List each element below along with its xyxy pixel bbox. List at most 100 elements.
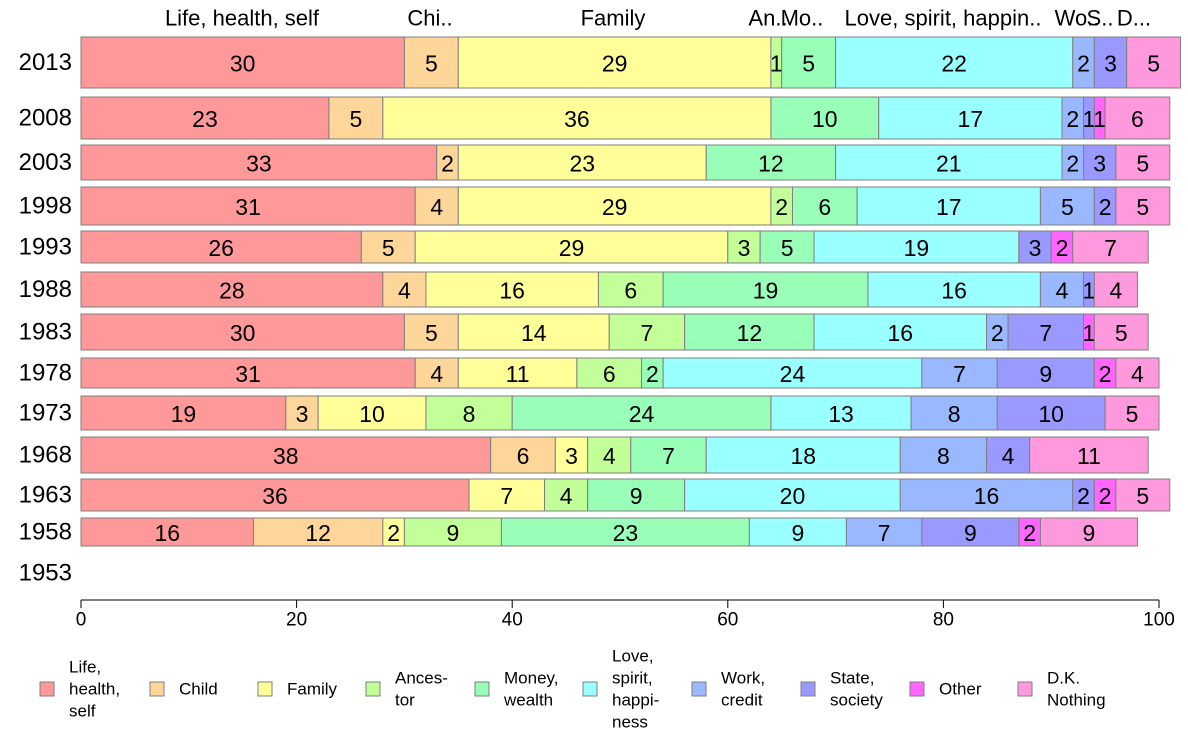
data-label: 16	[887, 320, 913, 346]
bar-segment	[835, 144, 1063, 181]
data-label: 6	[624, 278, 637, 304]
legend-swatch	[474, 681, 490, 697]
data-label: 7	[662, 443, 675, 469]
category-label: 2003	[19, 149, 72, 176]
x-tick-label: 80	[933, 610, 954, 631]
data-label: 9	[791, 520, 804, 546]
bar-segment	[878, 96, 1063, 140]
bar-segment	[1029, 436, 1149, 474]
top-series-label: Mo..	[781, 6, 824, 31]
x-tick-label: 40	[502, 610, 523, 631]
data-label: 2	[1066, 151, 1079, 177]
bar-segment	[403, 36, 459, 89]
data-label: 10	[359, 401, 385, 427]
legend-label: Work,	[721, 669, 765, 688]
data-label: 7	[641, 320, 654, 346]
bar-segment	[317, 395, 427, 431]
data-label: 3	[296, 401, 309, 427]
data-label: 20	[780, 483, 806, 509]
category-label: 1958	[19, 519, 72, 546]
x-tick-label: 20	[286, 610, 307, 631]
bar-segment	[727, 230, 761, 264]
data-label: 14	[521, 320, 547, 346]
data-label: 7	[500, 483, 513, 509]
data-label: 5	[1147, 51, 1160, 77]
bar-segment	[490, 436, 556, 474]
data-label: 2	[441, 151, 454, 177]
category-label: 1968	[19, 442, 72, 469]
data-label: 19	[904, 235, 930, 261]
data-label: 4	[1056, 278, 1069, 304]
legend-label: Nothing	[1047, 691, 1106, 710]
data-label: 2	[1077, 483, 1090, 509]
bar-segment	[1115, 144, 1171, 181]
legend-swatch	[582, 681, 598, 697]
bar-segment	[1007, 313, 1085, 351]
bar-segment	[813, 230, 1020, 264]
top-series-label: Wo..	[1055, 6, 1100, 31]
bar-segment	[328, 96, 384, 140]
data-label: 5	[349, 106, 362, 132]
legend-swatch	[800, 681, 816, 697]
data-label: 33	[246, 151, 272, 177]
data-label: 4	[430, 361, 443, 387]
data-label: 3	[1104, 51, 1117, 77]
data-label: 23	[569, 151, 595, 177]
data-label: 4	[1002, 443, 1015, 469]
data-label: 29	[559, 235, 585, 261]
data-label: 30	[230, 51, 256, 77]
bar-segment	[1126, 36, 1182, 89]
data-label: 12	[758, 151, 784, 177]
x-tick-label: 60	[717, 610, 738, 631]
data-label: 5	[1136, 483, 1149, 509]
data-label: 8	[463, 401, 476, 427]
data-label: 16	[154, 520, 180, 546]
bar-segment	[80, 357, 416, 389]
category-label: 1978	[19, 360, 72, 387]
bar-segment	[360, 230, 416, 264]
bar-segment	[403, 517, 502, 547]
data-label: 5	[781, 235, 794, 261]
bar-segment	[457, 357, 578, 389]
bar-segment	[662, 357, 923, 389]
data-label: 23	[192, 106, 218, 132]
bar-segment	[835, 36, 1074, 89]
bar-segment	[285, 395, 319, 431]
data-label: 1	[1083, 278, 1096, 304]
data-label: 30	[230, 320, 256, 346]
data-label: 2	[387, 520, 400, 546]
data-label: 6	[603, 361, 616, 387]
legend-label: Money,	[504, 669, 559, 688]
legend-swatch	[365, 681, 381, 697]
data-label: 4	[603, 443, 616, 469]
data-label: 2	[1023, 520, 1036, 546]
legend-swatch	[257, 681, 273, 697]
category-label: 1998	[19, 193, 72, 220]
category-label: 1953	[19, 560, 72, 587]
data-label: 16	[941, 278, 967, 304]
bar-segment	[813, 313, 988, 351]
top-series-label: Family	[581, 6, 646, 31]
data-label: 31	[235, 194, 261, 220]
category-label: 1988	[19, 276, 72, 303]
bar-segment	[587, 478, 686, 512]
data-label: 9	[1083, 520, 1096, 546]
top-series-label: Life, health, self	[165, 6, 320, 31]
bar-segment	[597, 271, 664, 308]
bar-segment	[1104, 96, 1171, 140]
data-label: 6	[517, 443, 530, 469]
data-label: 8	[937, 443, 950, 469]
data-label: 6	[818, 194, 831, 220]
bar-segment	[1093, 271, 1138, 308]
category-label: 1993	[19, 234, 72, 261]
data-label: 19	[171, 401, 197, 427]
bar-segment	[80, 395, 287, 431]
data-label: 1	[770, 51, 783, 77]
top-series-label: S..	[1087, 6, 1114, 31]
bar-segment	[867, 271, 1041, 308]
category-label: 1983	[19, 319, 72, 346]
data-label: 11	[506, 361, 530, 387]
data-label: 10	[1038, 401, 1064, 427]
data-label: 7	[878, 520, 891, 546]
